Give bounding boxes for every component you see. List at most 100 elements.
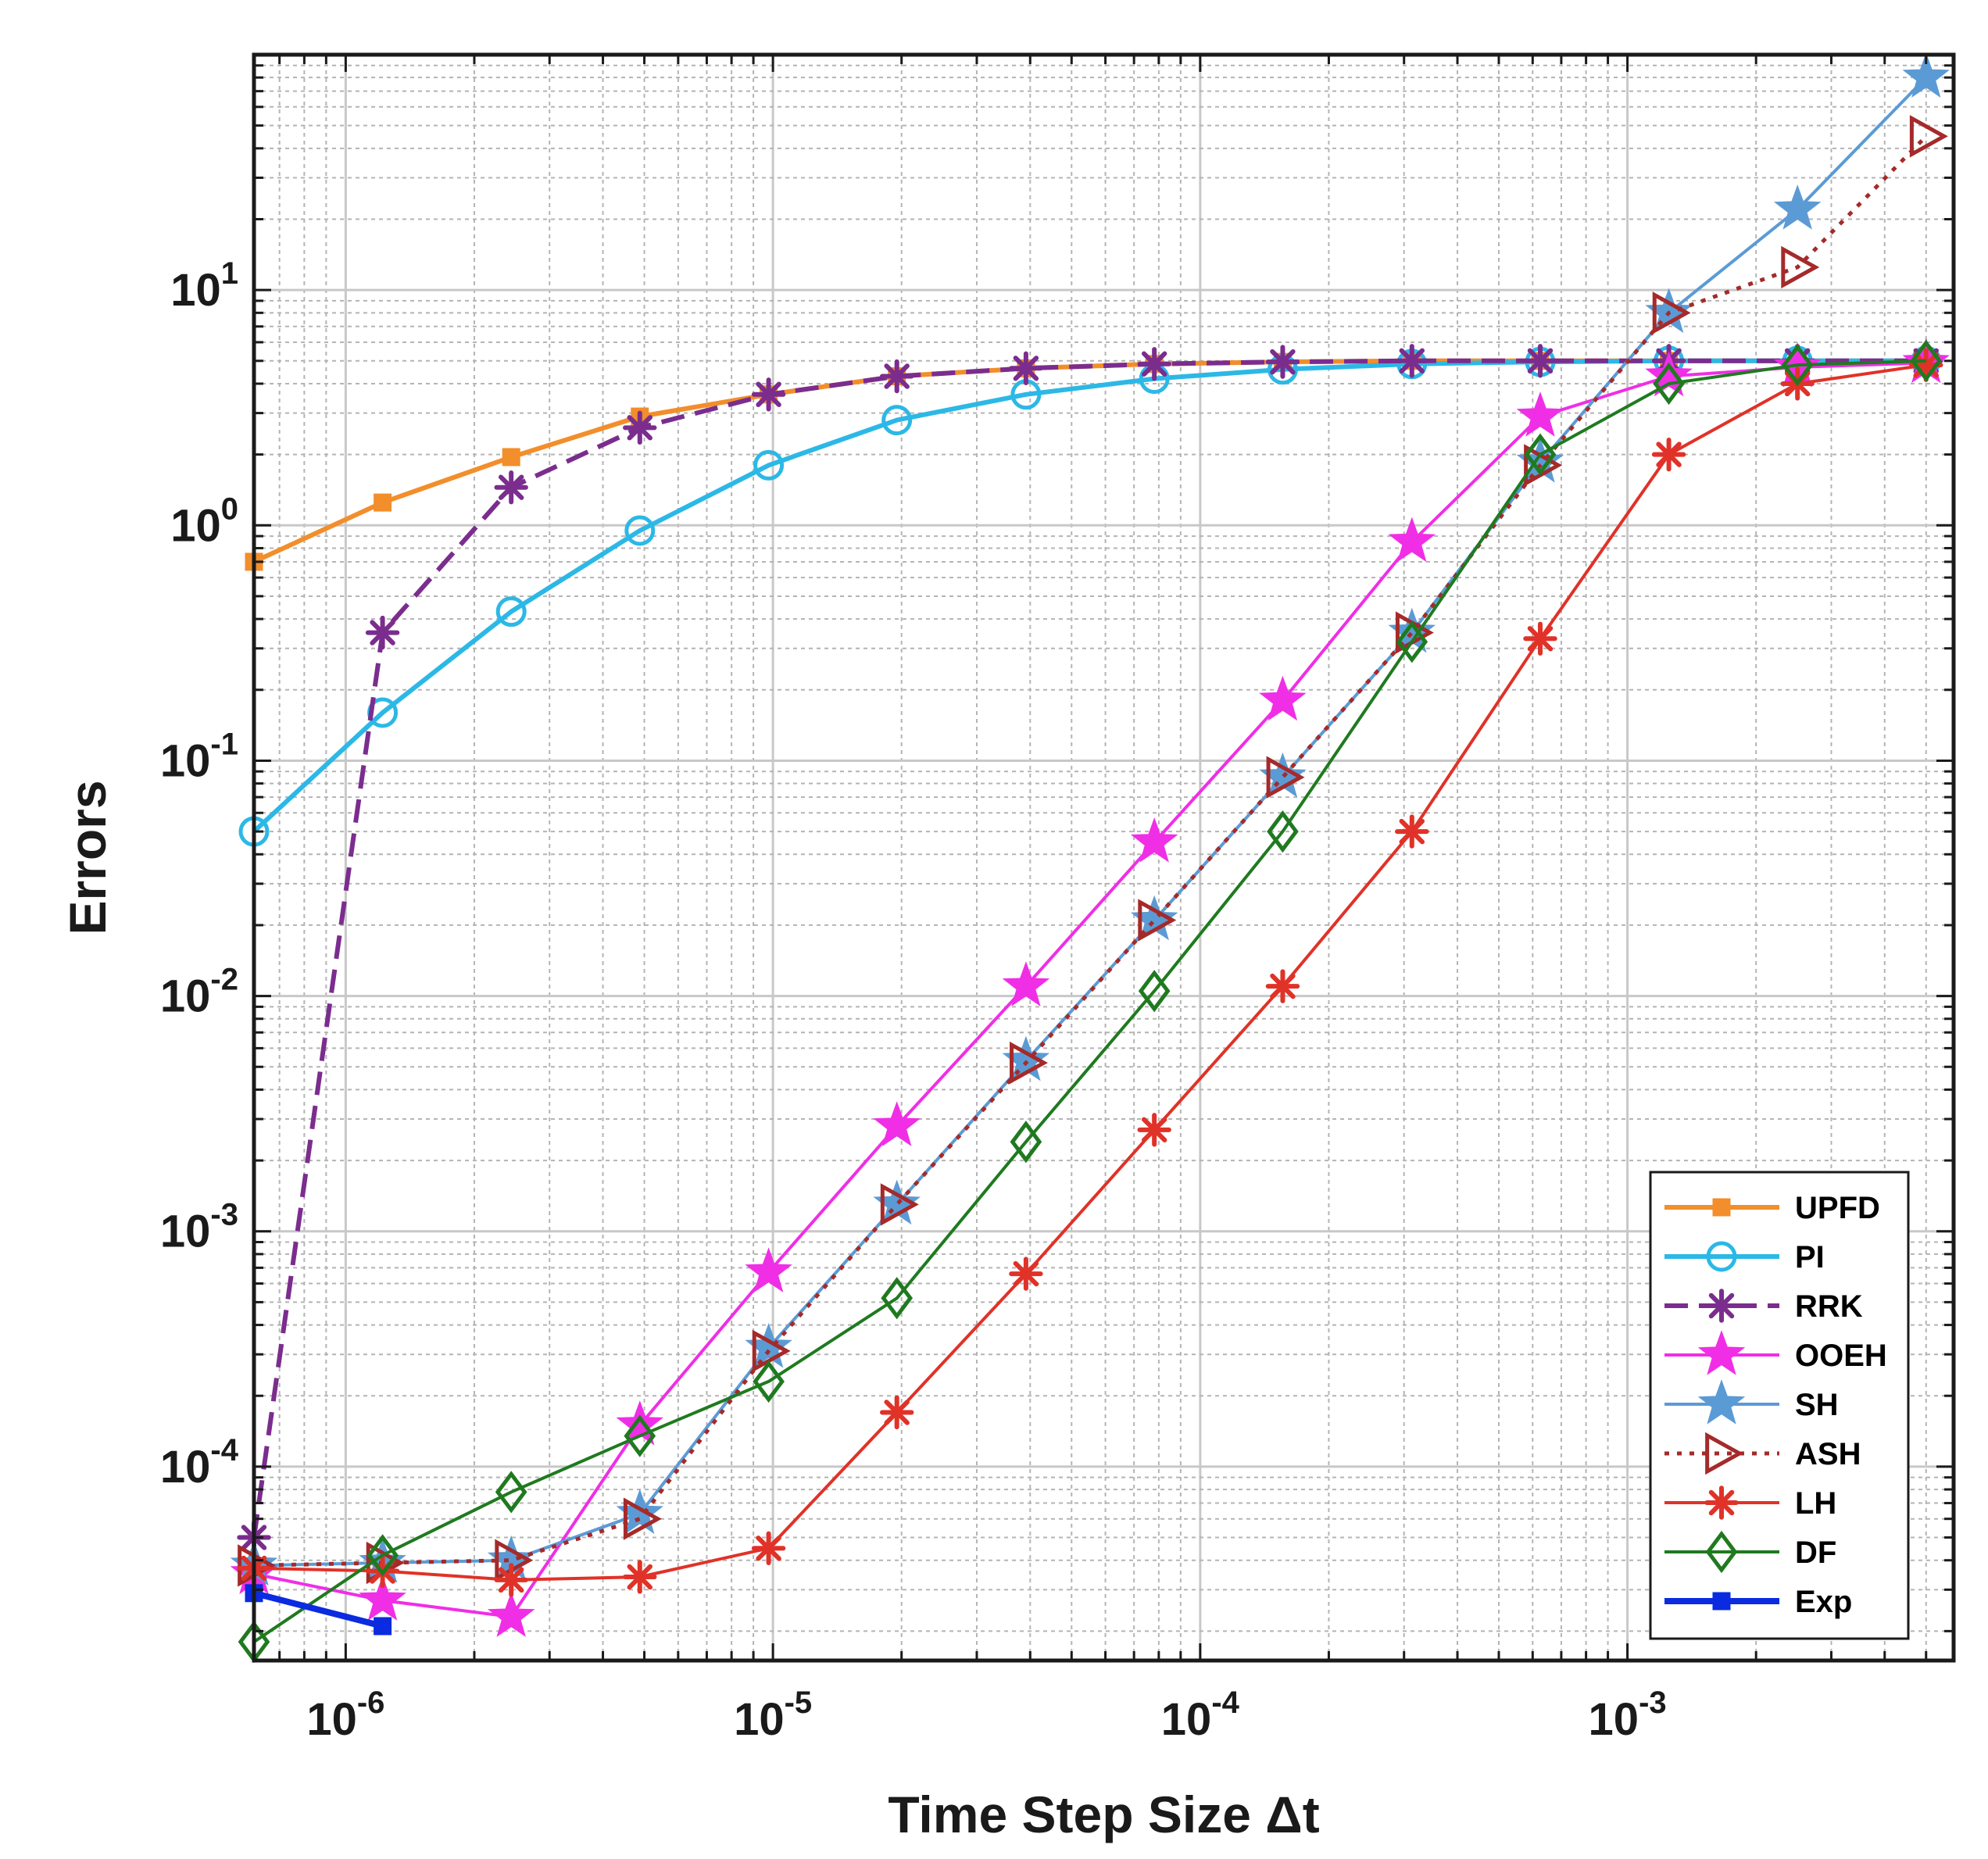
data-point-rrk <box>1523 344 1557 378</box>
data-point-df <box>495 1471 527 1514</box>
data-point-rrk <box>751 377 786 412</box>
y-tick-label: 10-3 <box>160 1198 238 1257</box>
legend-label-pi: PI <box>1795 1240 1825 1274</box>
data-point-ooeh <box>1002 961 1050 1006</box>
data-point-df <box>1010 1121 1042 1164</box>
legend-marker-pi <box>1706 1241 1737 1272</box>
data-point-upfd <box>502 448 520 467</box>
plot-frame <box>252 52 1956 1663</box>
legend-entry-upfd: UPFD <box>1664 1191 1880 1225</box>
legend-label-ooeh: OOEH <box>1795 1339 1887 1373</box>
data-point-rrk <box>623 410 657 445</box>
series-line-exp <box>253 1589 384 1629</box>
data-point-pi <box>881 405 913 436</box>
data-point-lh <box>1137 1113 1171 1147</box>
data-point-ash <box>1138 899 1177 942</box>
legend-label-exp: Exp <box>1795 1585 1852 1619</box>
series-line-ooeh <box>253 361 1926 1619</box>
data-point-rrk <box>1395 344 1429 378</box>
data-point-pi <box>495 596 527 627</box>
data-point-ash <box>1524 444 1563 487</box>
axis-ticks: 10-6 10-5 10-4 10-3 10-4 10-3 10-2 10-1 100 101 <box>160 53 1954 1745</box>
legend-marker-df <box>1705 1530 1738 1574</box>
legend-marker-ash <box>1705 1432 1744 1475</box>
data-point-ash <box>1010 1041 1048 1085</box>
legend-marker-ooeh <box>1697 1330 1746 1375</box>
data-point-ooeh <box>487 1592 535 1637</box>
legend-label-sh: SH <box>1795 1388 1839 1422</box>
legend-entry-ooeh: OOEH <box>1664 1330 1887 1375</box>
data-point-ooeh <box>1259 675 1307 721</box>
legend-entry-pi: PI <box>1664 1240 1825 1274</box>
data-point-pi <box>753 449 785 481</box>
legend-entry-df: DF <box>1664 1530 1836 1574</box>
data-point-df <box>753 1360 785 1403</box>
legend-label-ash: ASH <box>1795 1437 1861 1471</box>
data-point-pi <box>624 515 656 546</box>
data-point-lh <box>1395 814 1429 849</box>
data-point-lh <box>623 1560 657 1594</box>
y-tick-label: 100 <box>170 492 238 551</box>
data-point-lh <box>1265 969 1300 1003</box>
data-point-df <box>1138 970 1171 1013</box>
x-tick-label: 10-3 <box>1589 1686 1667 1745</box>
data-point-rrk <box>1265 345 1300 379</box>
data-point-upfd <box>374 493 392 512</box>
legend: UPFD PI RRK OOEH SH ASH LH DF Exp <box>1649 1171 1910 1640</box>
data-point-ooeh <box>1388 517 1436 563</box>
data-point-ash <box>880 1183 919 1226</box>
series-exp <box>245 1584 392 1636</box>
data-point-ooeh <box>359 1575 406 1621</box>
legend-marker-rrk <box>1704 1289 1739 1323</box>
legend-entry-sh: SH <box>1664 1379 1839 1425</box>
data-point-df <box>624 1414 656 1457</box>
data-point-ooeh <box>873 1101 921 1146</box>
data-point-ash <box>1652 291 1691 334</box>
y-tick-label: 10-4 <box>160 1433 239 1493</box>
legend-marker-upfd <box>1712 1198 1731 1217</box>
grid <box>254 53 1954 1661</box>
data-point-ash <box>1909 115 1948 158</box>
series-line-rrk <box>252 358 1926 1538</box>
series-line-lh <box>253 363 1927 1582</box>
data-point-lh <box>1523 621 1557 656</box>
x-axis-label: Time Step Size Δt <box>888 1786 1319 1843</box>
data-point-df <box>366 1534 399 1577</box>
series-line-pi <box>252 358 1926 834</box>
data-point-ooeh <box>1645 351 1693 397</box>
data-point-rrk <box>365 615 400 650</box>
data-point-ash <box>752 1329 791 1373</box>
data-point-df <box>1781 344 1814 387</box>
data-point-df <box>1524 433 1557 476</box>
legend-entry-lh: LH <box>1664 1485 1836 1521</box>
legend-label-df: DF <box>1795 1535 1836 1570</box>
legend-marker-sh <box>1697 1379 1746 1425</box>
legend-label-rrk: RRK <box>1795 1289 1863 1324</box>
y-tick-label: 10-2 <box>160 963 238 1022</box>
data-point-sh <box>1902 52 1950 98</box>
data-point-lh <box>1651 437 1686 472</box>
data-point-df <box>1653 362 1685 406</box>
data-point-df <box>881 1277 914 1320</box>
legend-entry-ash: ASH <box>1664 1432 1861 1475</box>
series-df <box>238 339 1943 1664</box>
x-tick-label: 10-6 <box>306 1686 384 1745</box>
legend-marker-exp <box>1712 1592 1731 1611</box>
x-tick-label: 10-4 <box>1161 1686 1240 1745</box>
y-tick-label: 10-1 <box>160 727 238 786</box>
series-line-df <box>252 359 1926 1643</box>
data-point-ooeh <box>1516 391 1564 437</box>
data-point-rrk <box>494 470 528 505</box>
y-axis-label: Errors <box>59 780 116 935</box>
plot-series <box>230 52 1950 1664</box>
data-point-df <box>1267 810 1299 853</box>
data-point-lh <box>1009 1257 1043 1291</box>
y-tick-label: 101 <box>170 256 238 316</box>
data-point-ash <box>623 1497 662 1540</box>
legend-label-upfd: UPFD <box>1795 1191 1880 1225</box>
legend-entry-rrk: RRK <box>1664 1289 1863 1324</box>
legend-marker-lh <box>1704 1485 1739 1520</box>
data-point-lh <box>879 1395 914 1430</box>
data-point-lh <box>751 1531 786 1566</box>
